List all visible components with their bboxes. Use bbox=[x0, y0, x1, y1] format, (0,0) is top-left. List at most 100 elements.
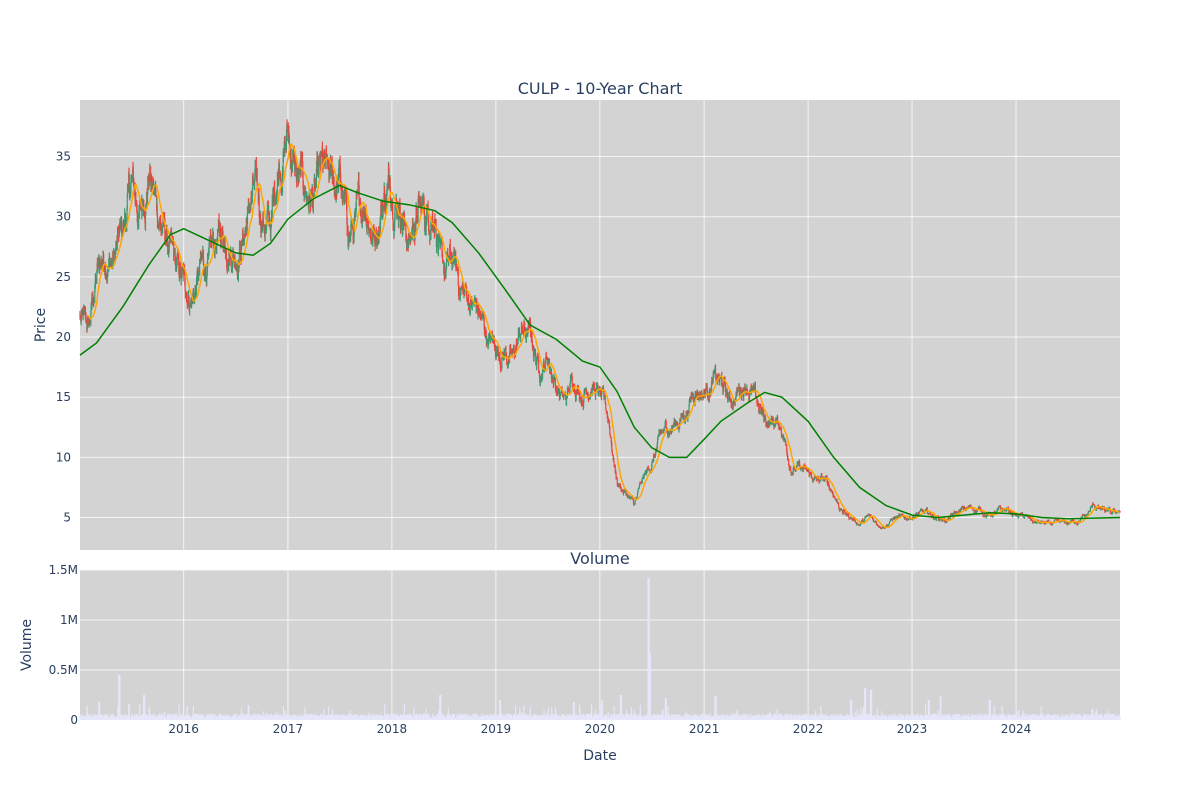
volume-bar bbox=[242, 718, 245, 720]
volume-bar bbox=[761, 717, 763, 720]
volume-bar bbox=[416, 714, 418, 720]
volume-bar bbox=[453, 713, 456, 720]
volume-bar bbox=[502, 714, 504, 720]
volume-bar bbox=[382, 718, 384, 720]
volume-bar bbox=[372, 715, 374, 720]
volume-bar bbox=[863, 718, 865, 720]
volume-bar bbox=[401, 714, 403, 720]
volume-bar bbox=[785, 713, 787, 720]
volume-bar bbox=[532, 716, 534, 720]
volume-bar bbox=[296, 715, 298, 720]
volume-bar bbox=[446, 715, 448, 720]
volume-bar bbox=[717, 715, 719, 720]
volume-bar bbox=[478, 717, 480, 720]
volume-bar bbox=[861, 713, 863, 720]
volume-bar bbox=[400, 715, 402, 720]
volume-bar bbox=[824, 715, 827, 720]
price-y-tick-label: 10 bbox=[56, 450, 71, 464]
volume-bar bbox=[936, 716, 939, 720]
volume-bar bbox=[544, 717, 546, 720]
volume-bar bbox=[799, 718, 801, 720]
volume-bar bbox=[841, 718, 843, 720]
volume-bar bbox=[630, 706, 633, 720]
volume-bar bbox=[715, 696, 717, 720]
volume-bar bbox=[205, 716, 207, 720]
volume-bar bbox=[158, 715, 161, 720]
volume-bar bbox=[230, 716, 233, 720]
volume-bar bbox=[458, 717, 460, 720]
volume-bar bbox=[631, 714, 633, 720]
volume-bar bbox=[270, 714, 272, 720]
volume-bar bbox=[294, 715, 296, 720]
volume-bar bbox=[611, 717, 613, 720]
volume-bar bbox=[524, 713, 526, 720]
volume-bar bbox=[177, 717, 179, 720]
volume-bar bbox=[523, 705, 525, 720]
volume-bar bbox=[924, 704, 927, 720]
volume-bar bbox=[234, 715, 237, 720]
volume-bar bbox=[866, 713, 868, 720]
volume-bar bbox=[312, 717, 314, 720]
volume-bar bbox=[306, 716, 308, 720]
volume-bar bbox=[469, 715, 471, 720]
volume-bar bbox=[111, 717, 113, 720]
volume-bar bbox=[789, 717, 791, 720]
volume-bar bbox=[892, 713, 895, 720]
volume-bar bbox=[984, 716, 986, 720]
volume-bar bbox=[988, 700, 990, 720]
volume-bar bbox=[736, 709, 739, 720]
volume-bar bbox=[854, 711, 856, 720]
volume-bar bbox=[423, 714, 425, 720]
volume-bar bbox=[843, 718, 845, 720]
volume-bar bbox=[662, 710, 664, 720]
volume-bar bbox=[1004, 715, 1006, 720]
volume-bar bbox=[123, 717, 125, 720]
volume-bar bbox=[511, 716, 513, 720]
volume-bar bbox=[793, 717, 795, 720]
volume-bar bbox=[703, 713, 705, 720]
volume-bar bbox=[213, 714, 215, 720]
volume-bar bbox=[867, 717, 869, 720]
volume-bar bbox=[444, 718, 446, 720]
volume-bar bbox=[749, 714, 751, 720]
volume-bar bbox=[859, 714, 861, 720]
volume-bar bbox=[500, 714, 502, 720]
volume-bar bbox=[683, 716, 685, 720]
volume-bar bbox=[849, 717, 851, 720]
volume-bar bbox=[538, 716, 540, 720]
volume-bar bbox=[450, 717, 452, 720]
volume-bar bbox=[597, 714, 600, 720]
volume-bar bbox=[87, 714, 89, 720]
volume-bar bbox=[430, 718, 432, 720]
volume-bar bbox=[581, 713, 584, 720]
volume-bar bbox=[264, 717, 267, 720]
volume-bar bbox=[551, 707, 553, 720]
volume-bar bbox=[972, 716, 974, 720]
volume-bar bbox=[514, 704, 517, 720]
volume-bar bbox=[605, 717, 608, 720]
volume-bar bbox=[542, 715, 544, 720]
volume-bar bbox=[344, 717, 346, 720]
volume-bar bbox=[657, 713, 659, 720]
volume-bar bbox=[314, 713, 316, 720]
volume-bar bbox=[679, 716, 681, 720]
volume-bar bbox=[554, 707, 557, 720]
volume-bar bbox=[454, 718, 456, 720]
volume-bar bbox=[856, 709, 858, 720]
volume-bar bbox=[254, 714, 257, 720]
volume-bar bbox=[934, 714, 937, 720]
volume-bar bbox=[775, 714, 777, 720]
volume-bar bbox=[994, 714, 996, 720]
volume-bar bbox=[547, 714, 550, 720]
volume-bar bbox=[725, 715, 727, 720]
volume-bar bbox=[288, 715, 290, 720]
volume-bar bbox=[260, 715, 263, 720]
volume-bar bbox=[787, 718, 789, 720]
volume-bar bbox=[970, 713, 972, 720]
volume-bar bbox=[960, 715, 962, 720]
volume-bar bbox=[264, 714, 266, 720]
volume-bar bbox=[272, 718, 275, 720]
volume-bar bbox=[432, 713, 434, 720]
volume-bar bbox=[350, 713, 352, 720]
volume-bar bbox=[310, 715, 312, 720]
